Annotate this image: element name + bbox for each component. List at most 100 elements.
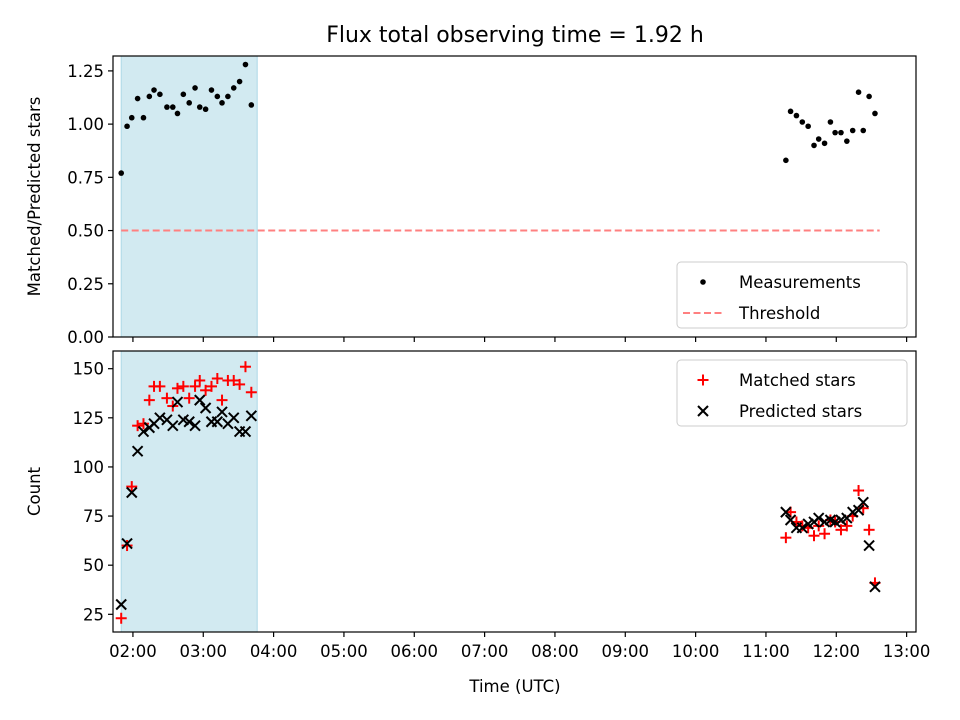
predicted-star-point (137, 425, 150, 438)
matched-star-point (808, 530, 820, 542)
legend-label: Matched stars (739, 371, 856, 390)
ratio-panel: 0.00 0.25 0.50 0.75 1.00 1.25 Matched/Predicte… (25, 55, 917, 347)
measurement-point (787, 108, 794, 115)
measurement-point (236, 78, 243, 85)
matched-star-point (183, 392, 195, 404)
matched-star-point (780, 532, 792, 544)
predicted-star-point (171, 396, 184, 408)
x-tick-label: 10:00 (672, 642, 720, 661)
predicted-star-point (115, 598, 127, 611)
measurement-point (815, 136, 822, 142)
measurement-point (832, 129, 838, 136)
y-axis-label: Matched/Predicted stars (25, 97, 44, 297)
measurement-point (202, 106, 209, 113)
x-tick-label: 13:00 (883, 642, 931, 661)
predicted-star-point (857, 496, 869, 509)
chart-title: Flux total observing time = 1.92 h (326, 23, 704, 48)
measurement-point (151, 87, 157, 93)
legend-box (676, 261, 908, 329)
matched-star-point (228, 374, 240, 386)
measurement-point (118, 170, 125, 176)
y-tick-label: 125 (73, 409, 105, 428)
predicted-star-point (121, 537, 133, 550)
x-tick-label: 05:00 (320, 642, 368, 661)
measurement-point (866, 93, 872, 100)
measurement-point (134, 95, 141, 102)
predicted-star-point (852, 504, 865, 516)
measurement-point (793, 112, 800, 119)
measurement-point (146, 93, 153, 100)
predicted-star-point (239, 425, 252, 438)
predicted-star-point (796, 522, 808, 534)
legend: Measurements Threshold (676, 261, 908, 329)
x-tick-label: 09:00 (601, 642, 649, 661)
predicted-star-point (780, 506, 792, 518)
legend-measurement-marker (700, 279, 706, 285)
predicted-star-point (869, 581, 881, 593)
matched-star-point (132, 420, 144, 432)
y-tick-label: 25 (83, 605, 104, 624)
predicted-star-point (199, 402, 212, 414)
predicted-star-point (194, 394, 206, 406)
y-tick-label: 100 (73, 458, 105, 477)
predicted-star-point (126, 486, 138, 499)
measurement-point (872, 110, 878, 117)
matched-star-point (863, 524, 875, 536)
predicted-star-point (784, 514, 797, 526)
observing-span (120, 55, 258, 338)
predicted-star-point (189, 419, 201, 432)
measurement-point (811, 142, 817, 149)
x-tick-label: 08:00 (531, 642, 579, 661)
y-tick-label: 0.25 (67, 275, 104, 294)
y-tick-label: 75 (83, 507, 104, 526)
series-measurements (118, 61, 878, 176)
count-panel: 25 50 75 100 125 150 02:00 03:00 04:00 05:00 06:00… (25, 350, 931, 661)
x-tick-label: 12:00 (813, 642, 861, 661)
matched-star-point (137, 418, 149, 430)
predicted-star-point (167, 419, 179, 432)
matched-star-point (234, 378, 246, 390)
matched-star-point (194, 374, 206, 386)
matched-star-point (171, 382, 183, 394)
x-tick-label: 04:00 (250, 642, 298, 661)
legend-predicted-marker (697, 405, 709, 417)
y-tick-label: 1.25 (67, 62, 104, 81)
measurement-point (230, 85, 237, 91)
matched-star-point (115, 612, 127, 624)
measurement-point (783, 157, 789, 164)
legend: Matched stars Predicted stars (676, 359, 908, 427)
axes-frame (112, 350, 917, 633)
measurement-point (855, 89, 862, 95)
measurement-point (186, 100, 192, 106)
predicted-star-point (154, 412, 166, 424)
matched-star-point (121, 540, 133, 552)
matched-star-point (835, 524, 847, 536)
measurement-point (827, 119, 834, 125)
measurement-point (128, 114, 135, 121)
matched-star-point (819, 528, 831, 540)
predicted-star-point (863, 539, 875, 552)
measurement-point (192, 85, 198, 91)
measurement-point (225, 93, 231, 100)
matched-star-point (161, 392, 173, 404)
legend-label: Threshold (738, 304, 820, 323)
y-axis-label: Count (25, 466, 44, 516)
measurement-point (214, 93, 221, 100)
matched-star-point (211, 373, 223, 385)
matched-star-point (245, 386, 257, 398)
y-tick-label: 150 (73, 360, 105, 379)
measurement-point (844, 138, 850, 144)
matched-star-point (200, 384, 212, 396)
matched-star-point (853, 485, 865, 497)
measurement-point (242, 61, 249, 68)
predicted-star-point (228, 412, 240, 424)
y-tick-label: 1.00 (67, 115, 104, 134)
measurement-point (180, 91, 187, 98)
matched-star-point (189, 380, 201, 392)
x-tick-label: 06:00 (390, 642, 438, 661)
axes-frame (112, 55, 917, 338)
x-tick-label: 11:00 (742, 642, 790, 661)
measurement-point (860, 127, 867, 134)
measurement-point (164, 104, 170, 110)
series-predicted-stars (115, 394, 881, 611)
